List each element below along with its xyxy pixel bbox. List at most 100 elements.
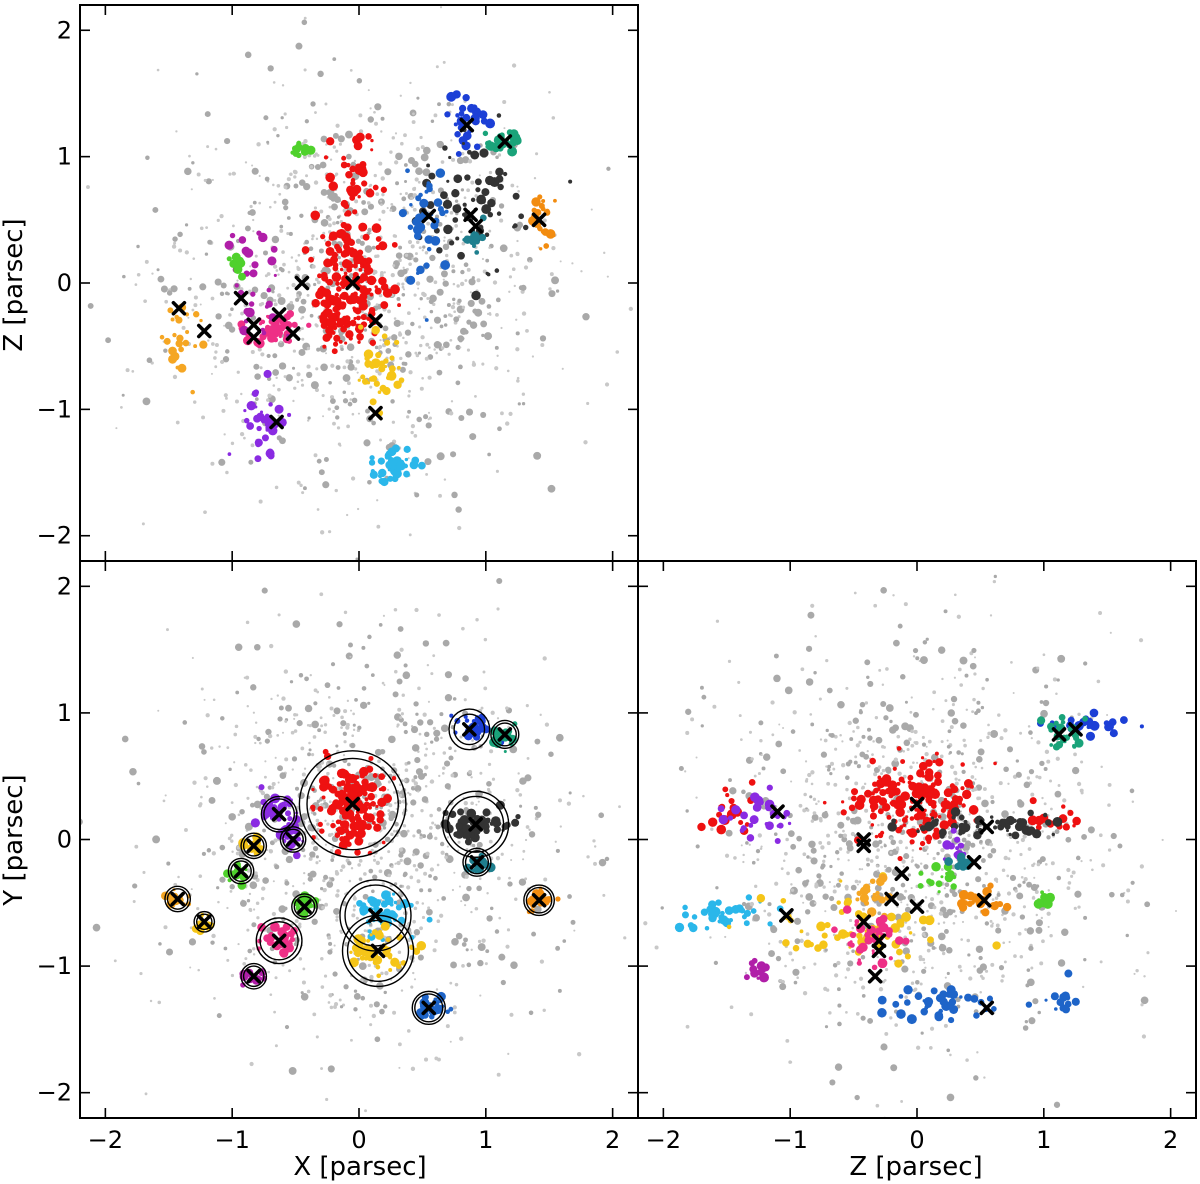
background-star xyxy=(938,911,944,916)
background-star xyxy=(311,918,318,925)
background-star xyxy=(206,145,210,149)
cluster-star xyxy=(404,457,409,462)
background-star xyxy=(864,701,869,705)
background-star xyxy=(382,325,389,332)
background-star xyxy=(509,1012,514,1017)
background-star xyxy=(412,971,415,975)
background-star xyxy=(957,778,961,782)
background-star xyxy=(246,928,250,932)
background-star xyxy=(303,871,306,875)
cluster-star xyxy=(462,94,470,102)
background-star xyxy=(422,640,430,647)
background-star xyxy=(534,905,542,914)
background-star xyxy=(510,183,515,188)
background-star xyxy=(401,196,407,202)
background-star xyxy=(136,272,141,277)
background-star xyxy=(428,299,434,305)
background-star xyxy=(802,901,805,904)
x-tick-label: 2 xyxy=(605,1126,620,1154)
background-star xyxy=(495,856,501,861)
background-star xyxy=(825,728,829,733)
cluster-star xyxy=(346,266,353,273)
background-star xyxy=(367,116,374,123)
cluster-star xyxy=(416,940,427,951)
background-star xyxy=(349,398,353,401)
background-star xyxy=(381,193,385,197)
background-star xyxy=(369,1003,374,1008)
background-star xyxy=(876,848,880,852)
cluster-star xyxy=(338,840,348,850)
background-star xyxy=(527,256,533,263)
background-star xyxy=(802,965,806,970)
background-star xyxy=(836,960,841,966)
background-star xyxy=(479,771,483,775)
background-star xyxy=(903,602,908,607)
background-star xyxy=(266,353,271,359)
background-star xyxy=(250,684,257,691)
background-star xyxy=(303,854,306,858)
cluster-star xyxy=(426,916,433,923)
background-star xyxy=(576,1051,582,1057)
background-star xyxy=(486,891,489,895)
background-star xyxy=(761,766,766,771)
cluster-star xyxy=(369,455,375,461)
background-star xyxy=(782,859,786,863)
background-star xyxy=(263,775,267,779)
cluster-center-marker xyxy=(462,722,477,737)
background-star xyxy=(254,643,261,651)
cluster-star xyxy=(449,240,455,246)
cluster-star xyxy=(384,339,391,346)
cluster-center-marker xyxy=(345,275,360,291)
background-star xyxy=(442,60,446,64)
background-star xyxy=(378,623,383,627)
background-star xyxy=(946,739,949,742)
background-star xyxy=(1039,700,1044,704)
background-star xyxy=(810,722,815,727)
background-star xyxy=(955,996,961,1003)
background-star xyxy=(115,427,118,430)
background-star xyxy=(308,246,314,252)
background-star xyxy=(829,761,835,766)
background-star xyxy=(257,347,262,352)
cluster-star xyxy=(371,929,378,936)
background-star xyxy=(972,761,976,765)
background-star xyxy=(812,811,817,815)
background-star xyxy=(368,868,374,874)
background-star xyxy=(729,787,737,795)
background-star xyxy=(367,227,372,233)
background-star xyxy=(392,691,399,698)
background-star xyxy=(409,875,414,880)
cluster-star xyxy=(270,245,278,253)
background-star xyxy=(771,733,775,737)
background-star xyxy=(1008,940,1011,944)
background-star xyxy=(216,218,220,222)
background-star xyxy=(867,735,873,741)
background-star xyxy=(932,905,937,910)
background-star xyxy=(810,819,815,823)
background-star xyxy=(876,864,879,868)
background-star xyxy=(506,928,511,932)
background-star xyxy=(877,823,880,827)
background-star xyxy=(875,736,883,744)
background-star xyxy=(1107,848,1112,852)
background-star xyxy=(856,764,861,769)
background-star xyxy=(861,994,866,998)
background-star xyxy=(914,863,918,867)
background-star xyxy=(543,877,548,882)
background-star xyxy=(427,888,432,893)
background-star xyxy=(951,703,955,707)
background-star xyxy=(325,143,328,146)
cluster-star xyxy=(260,418,266,424)
cluster-star xyxy=(338,768,348,778)
cluster-star xyxy=(353,316,357,321)
background-star xyxy=(725,829,733,837)
cluster-star xyxy=(369,339,377,346)
background-star xyxy=(826,841,831,846)
background-star xyxy=(910,886,913,890)
background-star xyxy=(295,297,300,302)
background-star xyxy=(301,980,306,985)
background-star xyxy=(1098,833,1103,838)
background-star xyxy=(279,224,284,229)
background-star xyxy=(435,351,438,355)
background-star xyxy=(539,713,542,716)
